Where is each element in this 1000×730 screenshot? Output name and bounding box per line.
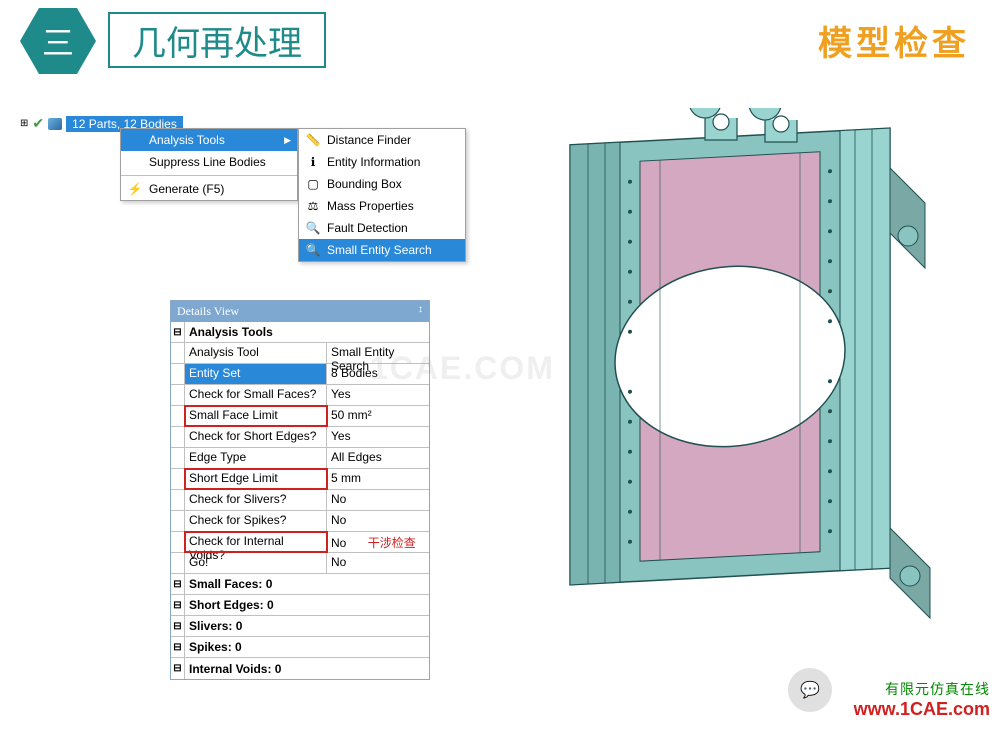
submenu-item-mass-properties[interactable]: ⚖ Mass Properties <box>299 195 465 217</box>
collapse-icon[interactable]: ⊟ <box>171 574 185 594</box>
slide-subtitle: 模型检查 <box>818 16 970 65</box>
blank-icon <box>127 154 143 170</box>
submenu-item-fault-detection[interactable]: 🔍 Fault Detection <box>299 217 465 239</box>
details-group-short-edges[interactable]: ⊟ Short Edges: 0 <box>171 595 429 616</box>
cad-model-view[interactable] <box>510 108 950 638</box>
details-group-analysis-tools[interactable]: ⊟ Analysis Tools <box>171 322 429 343</box>
menu-item-analysis-tools[interactable]: Analysis Tools ▶ <box>121 129 297 151</box>
details-group-small-faces[interactable]: ⊟ Small Faces: 0 <box>171 574 429 595</box>
section-hexagon: 三 <box>20 8 96 74</box>
annotation-interference-check: 干涉检查 <box>368 536 416 550</box>
details-view-panel: Details View ↕ ⊟ Analysis Tools Analysis… <box>170 300 430 680</box>
footer-brand: 有限元仿真在线 <box>854 679 990 699</box>
menu-item-suppress-line-bodies[interactable]: Suppress Line Bodies <box>121 151 297 173</box>
context-menu: Analysis Tools ▶ Suppress Line Bodies ⚡ … <box>120 128 298 201</box>
collapse-icon[interactable]: ⊟ <box>171 658 185 679</box>
slide-header: 三 几何再处理 模型检查 <box>0 0 1000 70</box>
prop-edge-type[interactable]: Edge Type All Edges <box>171 448 429 469</box>
hexagon-label: 三 <box>42 18 74 64</box>
submenu-item-entity-information[interactable]: ℹ Entity Information <box>299 151 465 173</box>
details-body: ⊟ Analysis Tools Analysis Tool Small Ent… <box>171 322 429 679</box>
bolt-icon: ⚡ <box>127 181 143 197</box>
collapse-icon[interactable]: ⊟ <box>171 322 185 342</box>
expand-icon[interactable]: ⊞ <box>20 118 28 129</box>
mass-icon: ⚖ <box>305 198 321 214</box>
prop-analysis-tool[interactable]: Analysis Tool Small Entity Search <box>171 343 429 364</box>
collapse-icon[interactable]: ⊟ <box>171 595 185 615</box>
footer-url[interactable]: www.1CAE.com <box>854 699 990 720</box>
collapse-icon[interactable]: ⊟ <box>171 616 185 636</box>
prop-entity-set[interactable]: Entity Set 8 Bodies <box>171 364 429 385</box>
menu-separator <box>121 175 297 176</box>
prop-small-face-limit[interactable]: Small Face Limit 50 mm² <box>171 406 429 427</box>
details-group-internal-voids[interactable]: ⊟ Internal Voids: 0 <box>171 658 429 679</box>
menu-item-generate[interactable]: ⚡ Generate (F5) <box>121 178 297 200</box>
details-group-spikes[interactable]: ⊟ Spikes: 0 <box>171 637 429 658</box>
search-icon: 🔍 <box>305 242 321 258</box>
prop-check-slivers[interactable]: Check for Slivers? No <box>171 490 429 511</box>
footer: 有限元仿真在线 www.1CAE.com <box>854 679 990 720</box>
checkmark-icon: ✔ <box>32 115 44 132</box>
pin-icon[interactable]: ↕ <box>418 304 423 319</box>
prop-check-internal-voids[interactable]: Check for Internal Voids? No 干涉检查 <box>171 532 429 553</box>
details-title-bar: Details View ↕ <box>171 301 429 322</box>
search-icon: 🔍 <box>305 220 321 236</box>
model-svg <box>510 108 950 638</box>
collapse-icon[interactable]: ⊟ <box>171 637 185 657</box>
prop-check-spikes[interactable]: Check for Spikes? No <box>171 511 429 532</box>
prop-go[interactable]: Go! No <box>171 553 429 574</box>
submenu-analysis-tools: 📏 Distance Finder ℹ Entity Information ▢… <box>298 128 466 262</box>
cube-icon <box>48 118 62 130</box>
wechat-icon: 💬 <box>788 668 832 712</box>
submenu-item-bounding-box[interactable]: ▢ Bounding Box <box>299 173 465 195</box>
blank-icon <box>127 132 143 148</box>
submenu-item-distance-finder[interactable]: 📏 Distance Finder <box>299 129 465 151</box>
ruler-icon: 📏 <box>305 132 321 148</box>
slide-title: 几何再处理 <box>108 12 326 68</box>
info-icon: ℹ <box>305 154 321 170</box>
submenu-item-small-entity-search[interactable]: 🔍 Small Entity Search <box>299 239 465 261</box>
prop-short-edge-limit[interactable]: Short Edge Limit 5 mm <box>171 469 429 490</box>
details-group-slivers[interactable]: ⊟ Slivers: 0 <box>171 616 429 637</box>
submenu-arrow-icon: ▶ <box>284 135 291 146</box>
prop-check-short-edges[interactable]: Check for Short Edges? Yes <box>171 427 429 448</box>
box-icon: ▢ <box>305 176 321 192</box>
prop-check-small-faces[interactable]: Check for Small Faces? Yes <box>171 385 429 406</box>
